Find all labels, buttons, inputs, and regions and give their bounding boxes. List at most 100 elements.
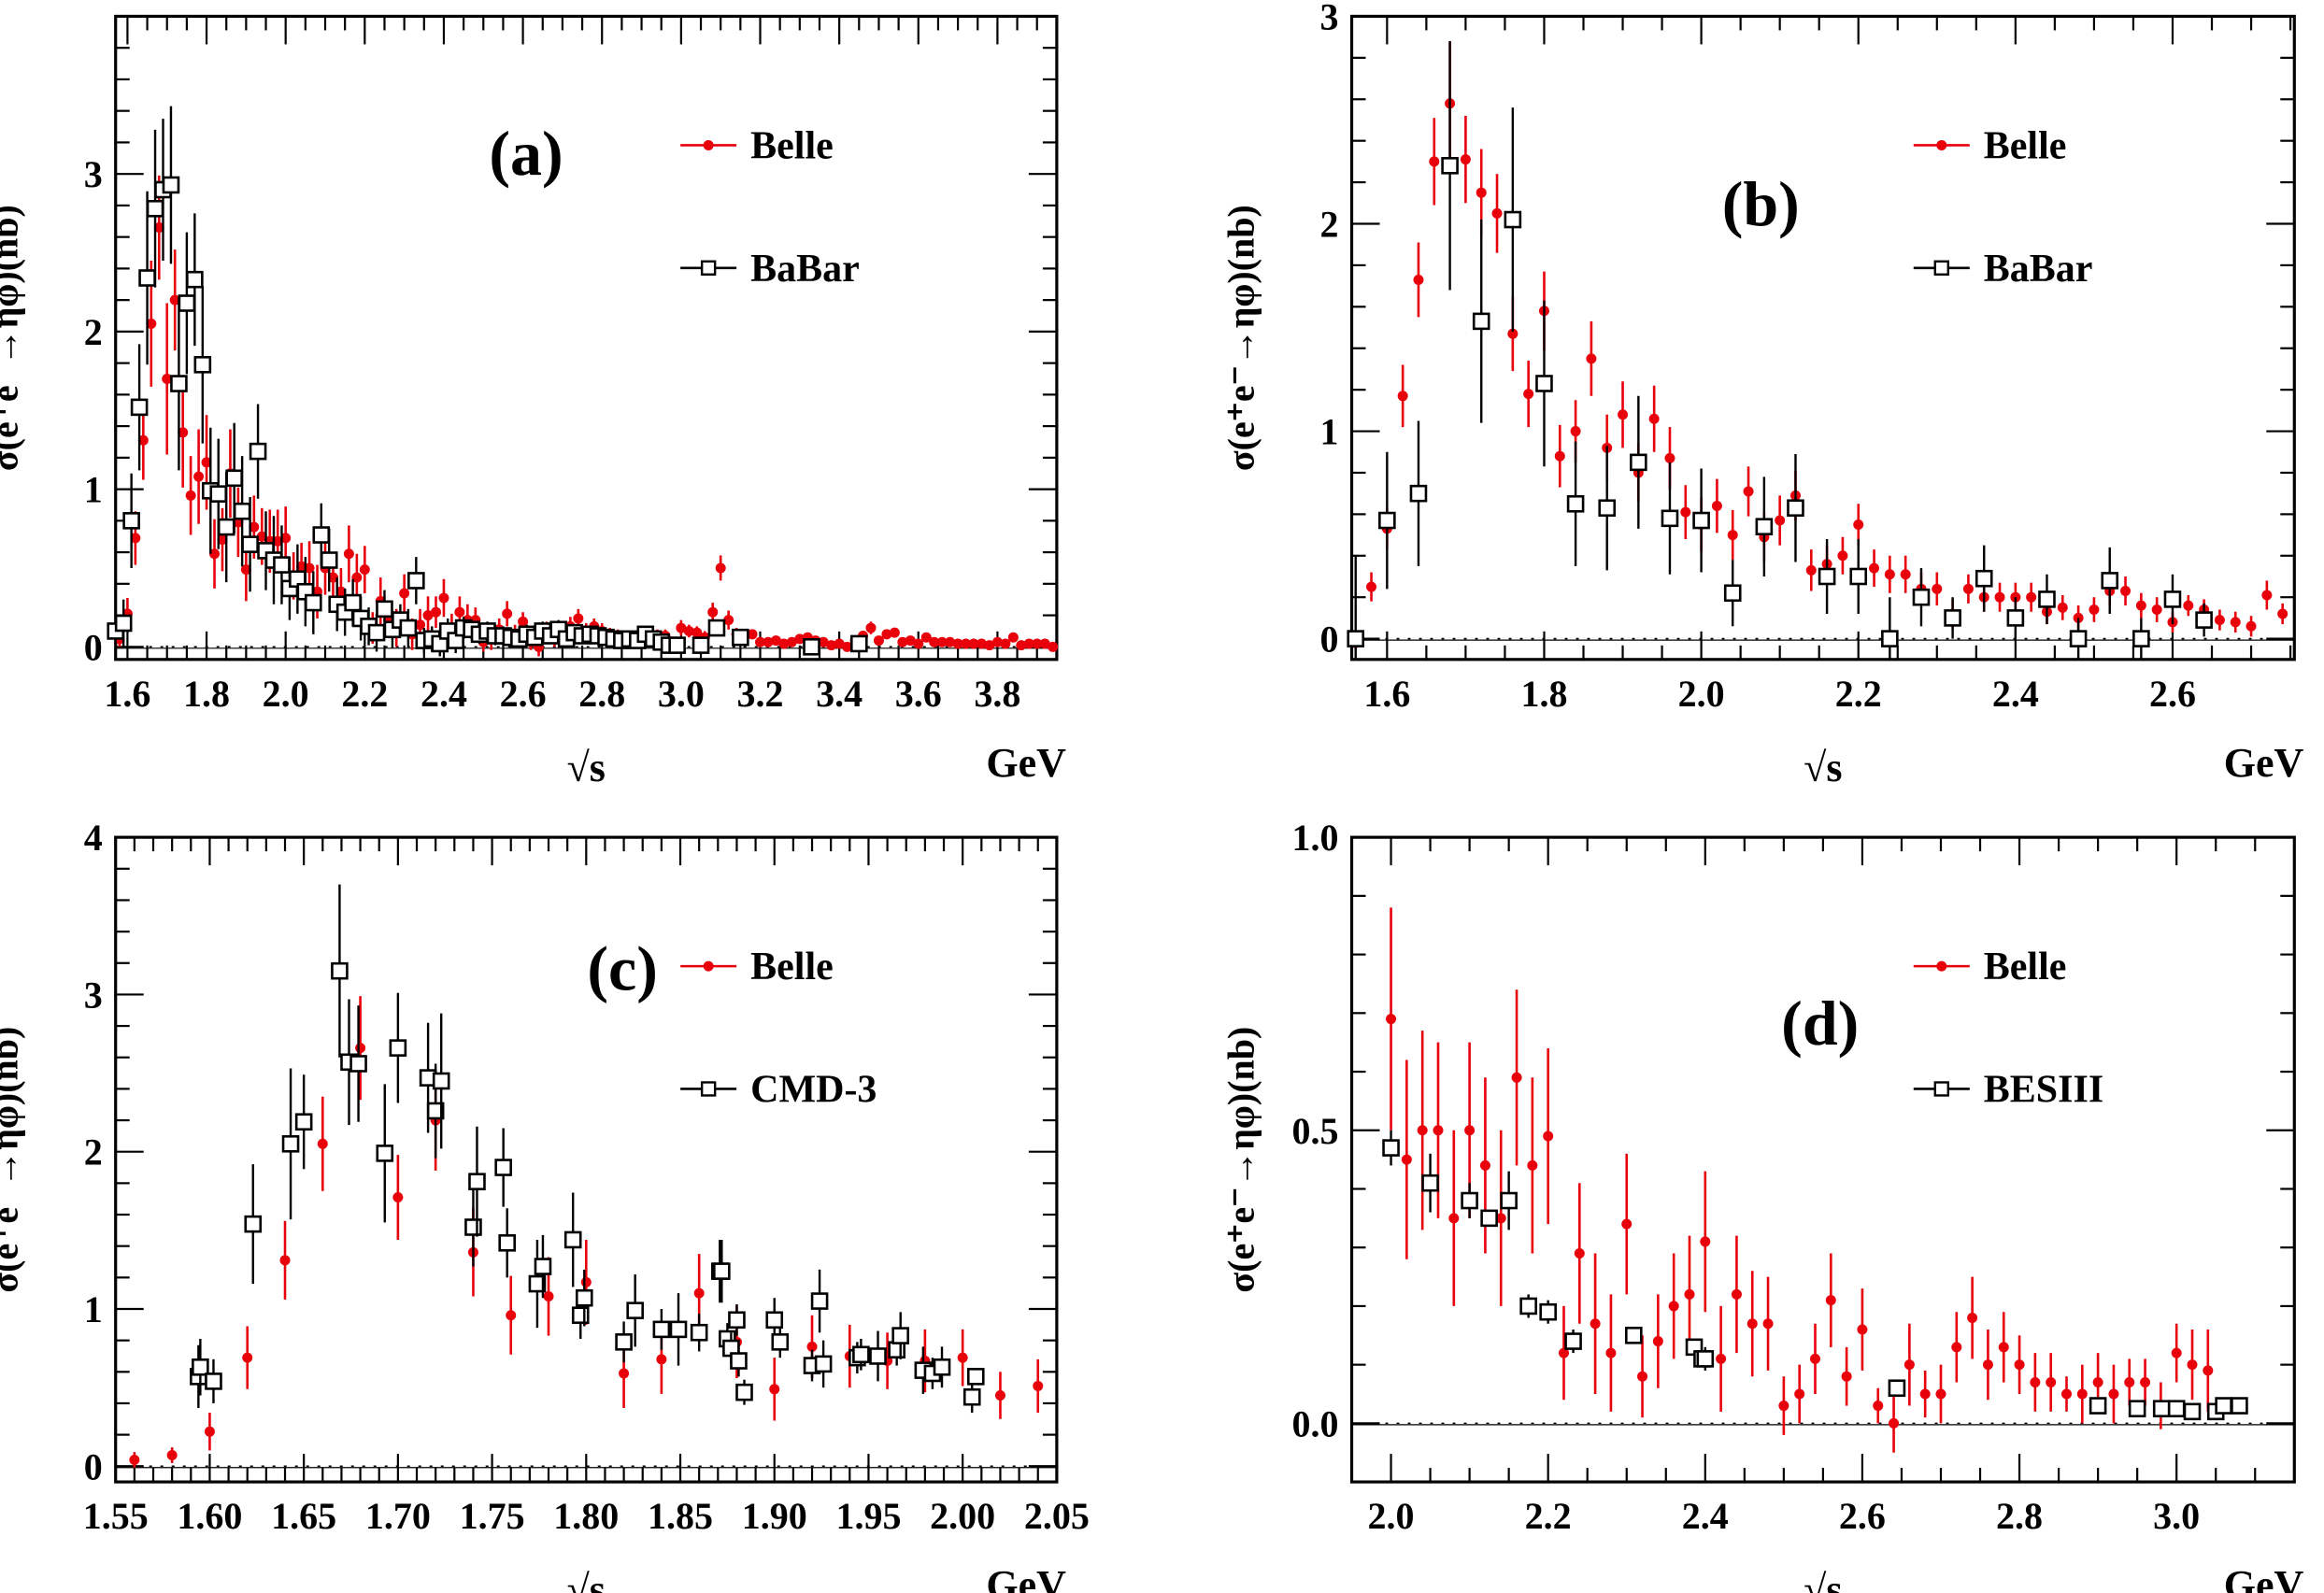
- data-point: [1884, 555, 1895, 593]
- marker-open-square: [571, 1306, 590, 1325]
- data-point: [244, 1164, 263, 1285]
- marker-filled-circle: [723, 615, 734, 626]
- data-point: [1491, 174, 1503, 253]
- data-point: [1637, 1335, 1648, 1418]
- y-tick-label: 2: [84, 311, 103, 353]
- x-axis-title: √s: [567, 745, 606, 790]
- legend-label: Belle: [1984, 124, 2067, 167]
- data-point: [1535, 300, 1553, 467]
- marker-open-square: [966, 1368, 985, 1386]
- marker-filled-circle: [1386, 1014, 1397, 1025]
- x-tick-label: 2.2: [1835, 673, 1882, 715]
- x-tick-label: 2.6: [500, 673, 547, 715]
- data-point: [1849, 539, 1868, 614]
- data-point: [1480, 1209, 1498, 1228]
- data-point: [994, 1372, 1005, 1419]
- series-babar: [107, 106, 868, 657]
- data-point: [1869, 549, 1880, 588]
- marker-open-square: [810, 1292, 829, 1310]
- marker-filled-circle: [920, 632, 932, 643]
- x-axis-unit: GeV: [2224, 1562, 2304, 1593]
- marker-filled-circle: [976, 638, 987, 649]
- data-point: [1527, 1077, 1538, 1254]
- marker-open-square: [2163, 590, 2182, 608]
- marker-filled-circle: [392, 1192, 404, 1203]
- marker-filled-circle: [1762, 1318, 1774, 1330]
- marker-open-square: [193, 356, 212, 374]
- marker-filled-circle: [1621, 1218, 1633, 1230]
- data-point: [2108, 1364, 2119, 1424]
- panel-d: 2.0 2.2 2.4 2.6 2.8 3.0 0.0 0.5 1.0 √s GeV σ(e⁺e⁻→η…: [1220, 817, 2304, 1593]
- data-point: [2277, 603, 2288, 625]
- marker-open-square: [1566, 494, 1585, 513]
- data-point: [626, 1273, 644, 1347]
- data-point: [1590, 1253, 1601, 1395]
- marker-filled-circle: [1668, 1301, 1679, 1312]
- marker-filled-circle: [1605, 1347, 1617, 1358]
- data-point: [690, 1314, 708, 1352]
- data-point: [146, 129, 164, 288]
- legend-item: BaBar: [1913, 248, 2092, 291]
- legend-label: Belle: [1984, 946, 2067, 989]
- data-point: [2167, 1400, 2186, 1417]
- marker-open-square: [891, 1327, 909, 1344]
- marker-filled-circle: [2026, 591, 2037, 603]
- data-point: [1853, 504, 1864, 546]
- data-point: [506, 1275, 517, 1355]
- marker-filled-circle: [873, 635, 884, 647]
- marker-open-square: [1849, 567, 1868, 586]
- marker-filled-circle: [351, 572, 363, 583]
- data-point: [755, 636, 766, 647]
- x-tick-label: 1.90: [742, 1495, 807, 1537]
- data-point: [249, 404, 267, 499]
- panel-label: (b): [1722, 168, 1800, 239]
- marker-filled-circle: [317, 1138, 328, 1149]
- x-tick-label: 1.8: [1520, 673, 1567, 715]
- marker-open-square: [233, 502, 251, 520]
- data-point: [1998, 1312, 2009, 1383]
- data-point: [865, 621, 877, 634]
- marker-filled-circle: [945, 636, 956, 647]
- marker-filled-circle: [905, 635, 916, 647]
- marker-open-square: [294, 1113, 313, 1131]
- data-point: [178, 232, 196, 375]
- data-point: [2140, 1358, 2151, 1406]
- marker-filled-circle: [1366, 581, 1377, 592]
- data-point: [905, 635, 916, 647]
- y-axis-title: σ(e⁺e⁻→ηφ)(nb): [1220, 205, 1262, 471]
- legend-label: Belle: [750, 124, 834, 167]
- data-point: [763, 636, 774, 647]
- marker-open-square: [1975, 569, 1993, 588]
- series-cmd-3: [190, 884, 985, 1414]
- marker-filled-circle: [279, 1255, 291, 1266]
- marker-open-square: [1504, 210, 1522, 229]
- y-axis-title: σ(e⁺e⁻→ηφ)(nb): [0, 205, 26, 471]
- marker-open-square: [849, 634, 868, 653]
- marker-open-square: [668, 636, 686, 654]
- data-point: [991, 636, 1003, 647]
- marker-filled-circle: [217, 534, 228, 546]
- data-point: [818, 636, 829, 647]
- marker-open-square: [1912, 588, 1931, 606]
- marker-open-square: [2183, 1402, 2202, 1421]
- marker-open-square: [563, 1230, 582, 1249]
- marker-filled-circle: [1743, 486, 1754, 497]
- x-tick-label: 2.4: [1682, 1495, 1729, 1537]
- data-point: [1401, 1060, 1412, 1259]
- data-point: [1912, 568, 1931, 627]
- data-point: [468, 1126, 486, 1237]
- marker-filled-circle: [2108, 1388, 2119, 1400]
- marker-filled-circle: [1652, 1336, 1663, 1347]
- legend-label: BESIII: [1984, 1068, 2103, 1111]
- data-point: [1962, 574, 1974, 604]
- data-point: [528, 1239, 547, 1329]
- data-point: [794, 633, 806, 645]
- marker-filled-circle: [2120, 586, 2132, 597]
- marker-filled-circle: [1476, 187, 1487, 198]
- marker-open-square: [432, 1072, 450, 1090]
- x-tick-label: 1.75: [460, 1495, 525, 1537]
- data-point: [961, 638, 972, 649]
- marker-filled-circle: [1586, 353, 1597, 364]
- x-tick-label: 1.55: [83, 1495, 149, 1537]
- marker-open-square: [312, 526, 331, 544]
